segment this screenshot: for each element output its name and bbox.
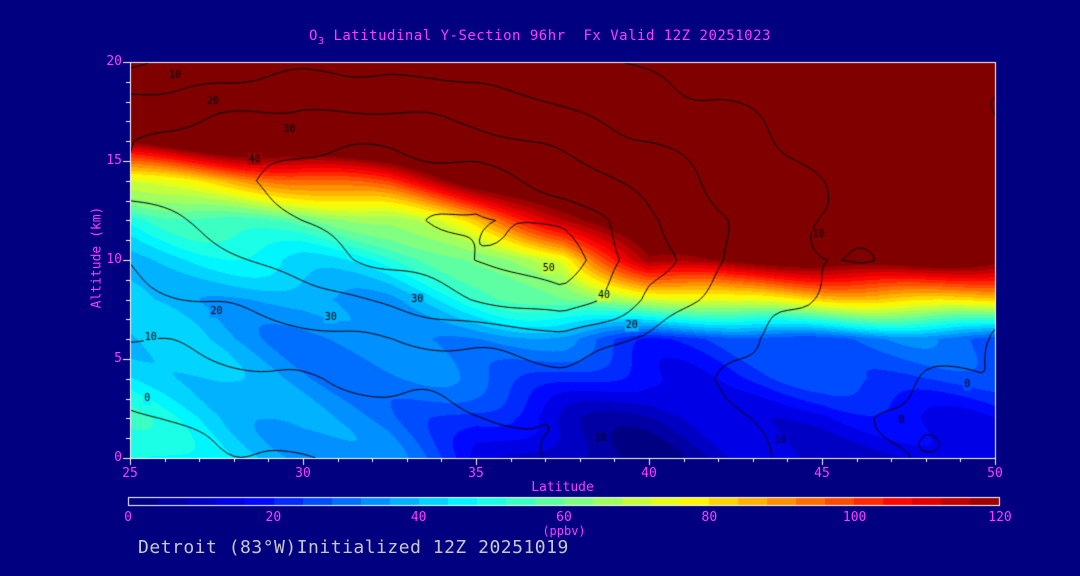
x-axis-title: Latitude [531,480,594,495]
x-tick-label: 40 [641,466,657,481]
x-tick-label: 50 [987,466,1003,481]
colorbar-tick-label: 40 [410,510,427,525]
colorbar-tick-label: 60 [556,510,572,525]
colorbar-unit-label: (ppbv) [542,524,586,538]
y-tick-label: 10 [106,252,122,267]
plot-title-rest: Latitudinal Y-Section 96hr Fx Valid 12Z … [324,28,771,44]
x-tick-label: 35 [468,466,484,481]
colorbar-tick-label: 100 [842,510,867,525]
y-tick-label: 5 [114,351,122,366]
colorbar-tick-label: 20 [265,510,282,525]
x-tick-label: 25 [122,466,138,481]
y-tick-label: 0 [114,450,122,465]
colorbar-tick-label: 120 [988,510,1012,525]
y-tick-label: 15 [106,153,122,168]
colorbar-tick-label: 0 [124,510,132,525]
x-tick-label: 30 [295,466,311,481]
plot-title-prefix: O [309,28,318,44]
y-tick-label: 20 [106,54,122,69]
plot-title: O3 Latitudinal Y-Section 96hr Fx Valid 1… [0,28,1080,47]
colorbar-tick-label: 80 [701,510,718,525]
plot-title-subscript: 3 [317,35,325,47]
x-tick-label: 45 [814,466,830,481]
footer-annotation: Detroit (83°W)Initialized 12Z 20251019 [138,537,569,558]
